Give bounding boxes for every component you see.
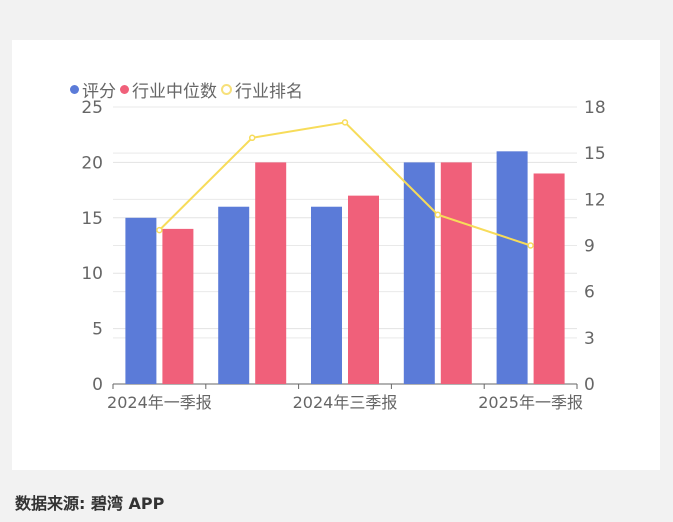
y-right-tick-label: 18: [584, 98, 606, 118]
bar-median: [440, 162, 472, 384]
y-left-tick-label: 5: [92, 320, 103, 340]
bar-score: [403, 162, 435, 384]
bar-score: [496, 151, 528, 384]
point-rank: [434, 211, 442, 218]
data-source: 数据来源: 碧湾 APP: [15, 494, 165, 513]
point-rank: [156, 226, 163, 234]
legend-marker-median: [120, 85, 129, 94]
bar-score: [125, 217, 157, 384]
legend-label-rank: 行业排名: [235, 82, 303, 102]
bar-score: [311, 206, 342, 384]
line-rank: [158, 121, 531, 247]
legend-label-median: 行业中位数: [132, 82, 217, 102]
y-right-tick-label: 12: [584, 190, 606, 210]
y-right-tick-label: 9: [584, 237, 595, 257]
x-tick-label: 2024年一季报: [107, 393, 212, 412]
y-right-tick-label: 6: [584, 283, 595, 303]
x-tick-label: 2024年三季报: [293, 393, 398, 412]
y-left-tick-label: 0: [92, 375, 103, 395]
y-right-tick-label: 15: [584, 144, 606, 164]
y-left-tick-label: 15: [81, 209, 103, 229]
legend-label-score: 评分: [82, 82, 116, 102]
bar-score: [218, 206, 250, 384]
legend-item-score[interactable]: 评分: [70, 77, 116, 102]
bar-median: [348, 195, 379, 384]
legend-marker-score: [70, 85, 79, 94]
point-rank: [248, 134, 256, 142]
y-left-tick-label: 10: [81, 264, 103, 284]
y-right-tick-label: 3: [584, 329, 595, 349]
bar-median: [162, 228, 194, 384]
legend-marker-rank: [221, 84, 232, 95]
y-left-tick-label: 25: [81, 98, 103, 118]
point-rank: [341, 119, 349, 126]
legend-item-median[interactable]: 行业中位数: [120, 77, 217, 102]
point-rank: [527, 242, 534, 249]
legend-item-rank[interactable]: 行业排名: [221, 77, 303, 102]
y-right-tick-label: 0: [584, 375, 595, 395]
bar-median: [533, 173, 565, 384]
x-tick-label: 2025年一季报: [478, 393, 583, 412]
legend: 评分 行业中位数 行业排名: [70, 77, 307, 102]
y-left-tick-label: 20: [81, 153, 103, 173]
bar-median: [255, 162, 287, 384]
